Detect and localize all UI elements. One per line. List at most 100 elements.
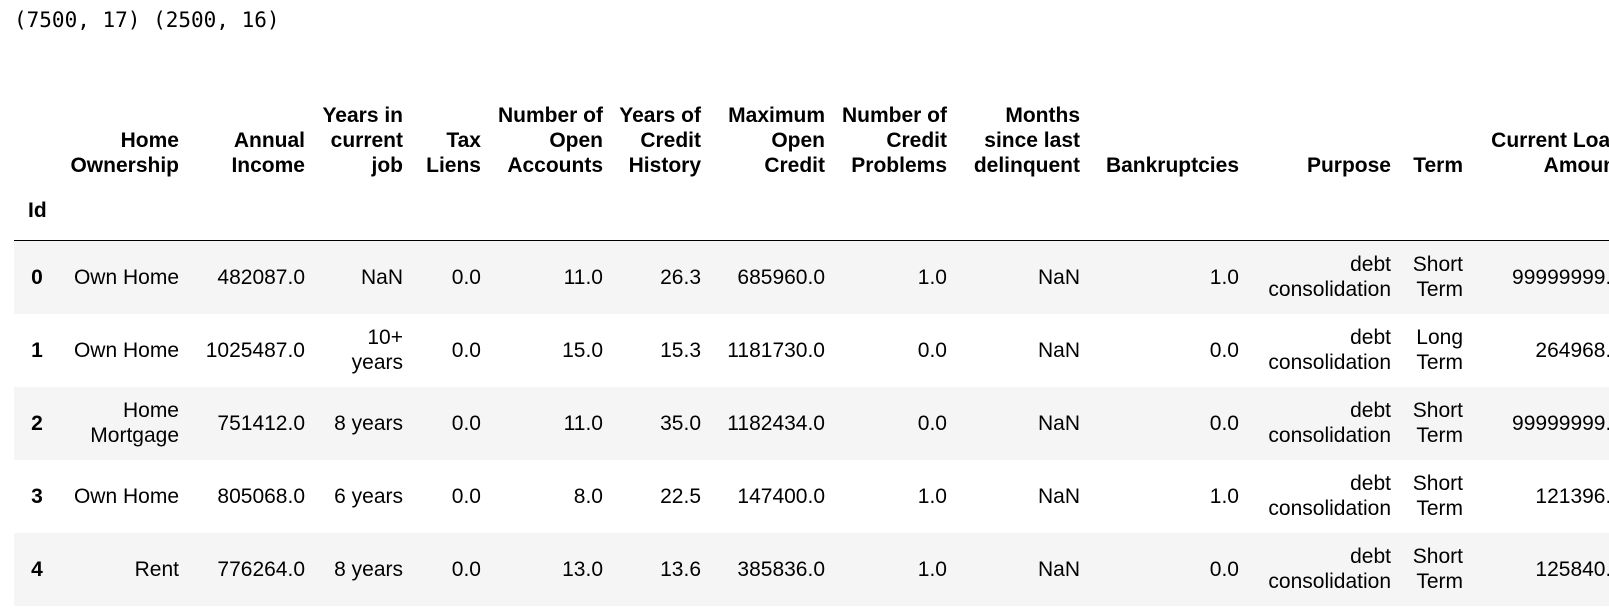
row-index: 4 [31,557,43,581]
column-header: Maximum Open Credit [728,104,825,177]
cell: 0.0 [451,484,481,508]
cell: debt consolidation [1268,545,1391,593]
cell: 751412.0 [217,411,305,435]
cell: 8.0 [573,484,603,508]
column-header: Years of Credit History [619,104,701,177]
cell: NaN [1037,484,1080,508]
empty-cell [312,180,410,241]
cell: 0.0 [1209,557,1239,581]
cell: 1025487.0 [205,338,305,362]
column-header: Home Ownership [70,129,179,177]
index-name: Id [14,180,60,241]
cell: 10+ years [351,326,403,374]
cell: Own Home [73,484,179,508]
cell: 0.0 [451,411,481,435]
empty-cell [1398,180,1470,241]
cell: Short Term [1412,472,1463,520]
cell: 15.3 [660,338,701,362]
empty-cell [60,180,186,241]
cell: 0.0 [1209,338,1239,362]
empty-cell [186,180,312,241]
cell: 385836.0 [737,557,825,581]
cell: 685960.0 [737,265,825,289]
empty-cell [610,180,708,241]
row: 0 Own Home 482087.0 NaN 0.0 11.0 26.3 685960.0 1… [14,240,1609,314]
column-header: Tax Liens [426,129,481,177]
cell: 8 years [334,411,403,435]
column-header: Bankruptcies [1105,154,1239,177]
cell: 1.0 [917,484,947,508]
cell: 482087.0 [217,265,305,289]
cell: 99999999.0 [1512,265,1609,289]
cell: debt consolidation [1268,253,1391,302]
cell: 264968.0 [1535,338,1609,362]
row: 4 Rent 776264.0 8 years 0.0 13.0 13.6 385836.0 1… [14,532,1609,606]
cell: debt consolidation [1268,326,1391,374]
empty-cell [410,180,488,241]
cell: 1.0 [917,265,947,289]
cell: debt consolidation [1268,472,1391,520]
corner-cell [14,70,60,180]
cell: 11.0 [563,411,603,435]
cell: Home Mortgage [90,399,179,447]
cell: 99999999.0 [1512,411,1609,435]
empty-cell [1246,180,1398,241]
empty-cell [488,180,610,241]
cell: 0.0 [451,338,481,362]
cell: 26.3 [660,265,701,289]
cell: 22.5 [660,484,701,508]
row: 3 Own Home 805068.0 6 years 0.0 8.0 22.5 147400… [14,460,1609,533]
cell: Short Term [1412,399,1463,447]
cell: 776264.0 [217,557,305,581]
cell: Short Term [1412,545,1463,593]
empty-cell [1470,180,1609,241]
row-index: 0 [31,265,43,289]
cell: Own Home [73,338,179,362]
cell: Rent [134,557,179,581]
row: 2 Home Mortgage 751412.0 8 years 0.0 11.0 35.0… [14,386,1609,460]
row: 1 Own Home 1025487.0 10+ years 0.0 15.0 15.3 11… [14,314,1609,387]
column-header: Months since last delinquent [973,104,1080,177]
cell: 13.6 [660,557,701,581]
row-index: 2 [31,411,43,435]
cell: NaN [1037,265,1080,289]
cell: 125840.0 [1535,557,1609,581]
cell: 1.0 [917,557,947,581]
column-header: Current Loan Amount [1491,129,1609,177]
cell: NaN [1037,557,1080,581]
cell: Long Term [1416,326,1463,374]
column-header: Purpose [1306,154,1391,177]
cell: NaN [1037,338,1080,362]
cell: 1182434.0 [727,411,825,435]
empty-cell [1087,180,1246,241]
cell: debt consolidation [1268,399,1391,447]
cell: Short Term [1412,253,1463,302]
row-index: 1 [31,338,43,362]
cell: 15.0 [562,338,603,362]
cell: 0.0 [1209,411,1239,435]
empty-cell [954,180,1087,241]
empty-cell [832,180,954,241]
cell: 147400.0 [737,484,825,508]
row-index: 3 [31,484,43,508]
cell: 6 years [334,484,403,508]
column-header: Annual Income [231,129,305,177]
cell: NaN [1037,411,1080,435]
dataframe: Home Ownership Annual Income Years in curr… [14,70,1609,608]
column-header: Years in current job [322,104,403,177]
cell: 805068.0 [217,484,305,508]
cell: 1.0 [1209,265,1239,289]
cell: 0.0 [917,338,947,362]
cell: 8 years [334,557,403,581]
cell: 1.0 [1209,484,1239,508]
cell: 11.0 [563,265,603,289]
cell: 121396.0 [1535,484,1609,508]
column-header: Number of Open Accounts [498,104,603,177]
column-header: Term [1413,154,1463,177]
cell: Own Home [73,265,179,289]
cell: NaN [360,265,403,289]
cell: 0.0 [451,265,481,289]
cell: 35.0 [660,411,701,435]
column-header: Number of Credit Problems [842,104,947,177]
